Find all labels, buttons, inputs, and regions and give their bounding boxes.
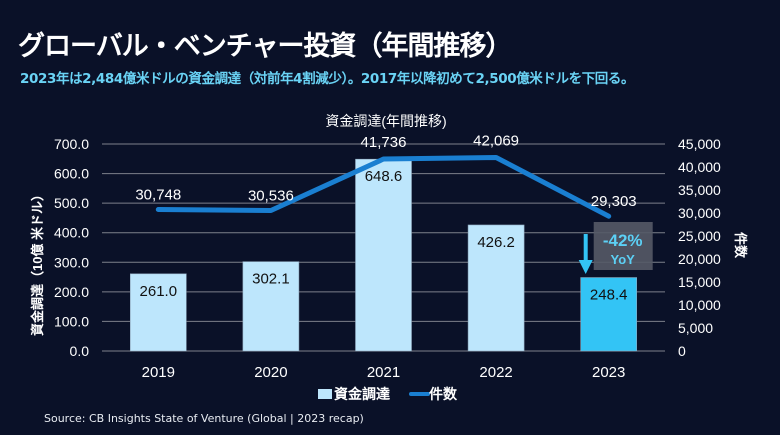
bar-series: 261.0 302.1 648.6 426.2 248.4 [130,158,638,352]
y-axis-left-label: 資金調達（10億 米ドル） [30,188,45,336]
bar-value-label: 426.2 [477,234,515,251]
y-right-tick-label: 45,000 [678,136,721,152]
y-tick-label: 200.0 [54,284,89,300]
x-tick-label: 2020 [254,364,287,381]
legend: 資金調達 件数 [318,386,458,402]
bar-value-label: 302.1 [252,271,290,288]
bar-value-label: 248.4 [590,287,628,304]
y-axis-left: 0.0 100.0 200.0 300.0 400.0 500.0 600.0 700.0 [54,136,89,359]
bar [355,158,412,352]
bar [580,277,638,352]
y-tick-label: 300.0 [54,254,89,270]
page-subtitle: 2023年は2,484億米ドルの資金調達（対前年4割減少）。2017年以降初めて… [20,71,635,87]
line-value-label: 29,303 [591,193,637,210]
y-tick-label: 400.0 [54,225,89,241]
x-axis: 2019 2020 2021 2022 2023 [142,364,626,381]
x-tick-label: 2023 [592,364,625,381]
y-right-tick-label: 40,000 [678,159,721,175]
chart-title: 資金調達(年間推移) [325,113,446,129]
y-right-tick-label: 5,000 [678,320,713,336]
callout-subtext: YoY [611,252,636,267]
y-right-tick-label: 35,000 [678,182,721,198]
x-tick-label: 2021 [367,364,400,381]
y-right-tick-label: 30,000 [678,205,721,221]
y-right-tick-label: 25,000 [678,228,721,244]
y-right-tick-label: 20,000 [678,251,721,267]
bar [467,224,525,352]
y-tick-label: 500.0 [54,195,89,211]
y-tick-label: 700.0 [54,136,89,152]
callout-box [593,222,653,270]
bar [242,261,300,352]
line-series: 30,748 30,536 41,736 42,069 29,303 [135,132,637,219]
legend-line-label: 件数 [429,386,458,402]
bar-value-label: 648.6 [365,168,403,185]
y-right-tick-label: 15,000 [678,274,721,290]
y-axis-right: 0 5,000 10,000 15,000 20,000 25,000 30,000 35,0… [678,136,721,359]
line-value-label: 30,536 [248,188,294,205]
line-value-label: 41,736 [361,134,407,151]
down-arrow-head-icon [578,260,593,274]
line-value-label: 30,748 [135,187,181,204]
y-right-tick-label: 10,000 [678,297,721,313]
source-note: Source: CB Insights State of Venture (Gl… [44,412,364,425]
yoy-callout: -42% YoY [578,222,653,274]
bar [130,273,187,352]
y-axis-right-label: 件数 [733,232,748,259]
x-tick-label: 2019 [142,364,175,381]
legend-bar-swatch [318,389,332,399]
bar-value-label: 261.0 [140,283,178,300]
callout-percent: -42% [603,231,643,250]
page-title: グローバル・ベンチャー投資（年間推移） [18,31,512,62]
y-tick-label: 100.0 [54,313,89,329]
y-right-tick-label: 0 [678,343,686,359]
line-value-label: 42,069 [473,132,519,149]
legend-bar-label: 資金調達 [334,386,390,402]
y-tick-label: 600.0 [54,166,89,182]
y-tick-label: 0.0 [70,343,90,359]
x-tick-label: 2022 [479,364,512,381]
